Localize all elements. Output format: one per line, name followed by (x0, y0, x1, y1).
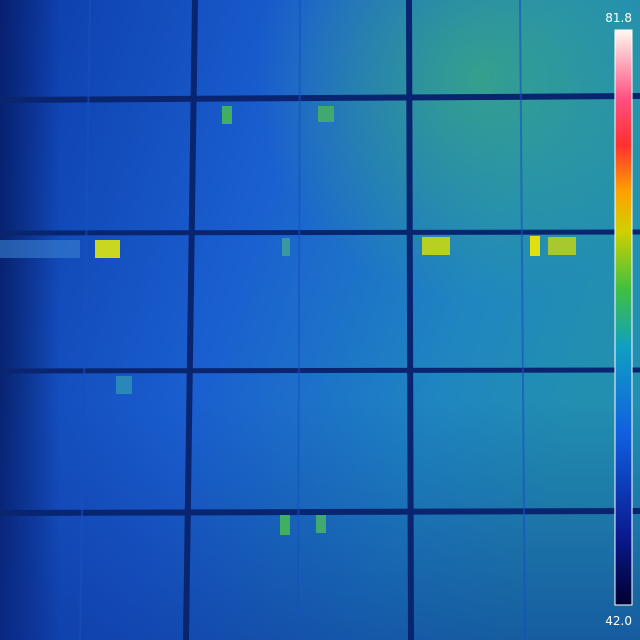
color-scale (614, 29, 633, 606)
hot-spots (0, 106, 576, 535)
scale-min: 42.0 (605, 614, 632, 628)
scale-max: 81.8 (605, 11, 632, 25)
cell-lines (79, 0, 526, 640)
